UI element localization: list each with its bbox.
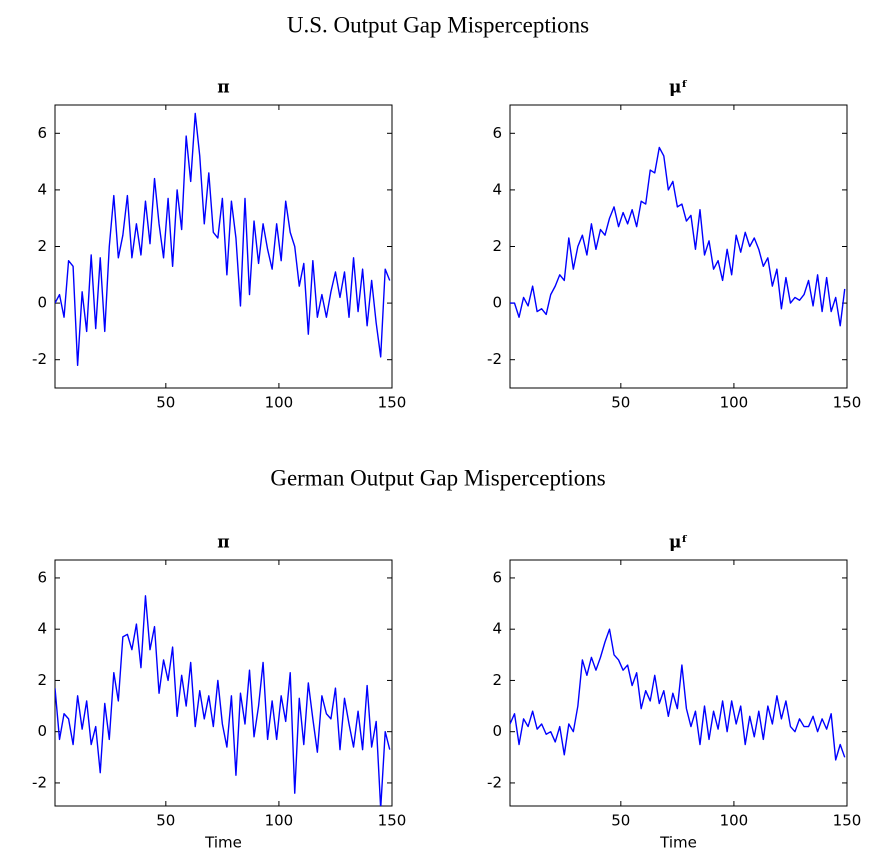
data-line bbox=[510, 146, 846, 327]
panel-title: μᶠ bbox=[669, 78, 688, 98]
x-tick-label: 150 bbox=[833, 394, 862, 412]
y-tick-label: -2 bbox=[32, 350, 47, 368]
y-tick-label: 2 bbox=[37, 237, 47, 255]
axes-box bbox=[54, 559, 393, 807]
y-tick-label: 0 bbox=[37, 722, 47, 740]
panel-title: μᶠ bbox=[669, 533, 688, 553]
y-tick-label: 0 bbox=[492, 294, 502, 312]
plot-area bbox=[510, 146, 846, 327]
section-heading: German Output Gap Misperceptions bbox=[270, 465, 605, 490]
x-tick-label: 50 bbox=[611, 812, 630, 830]
x-tick-label: 150 bbox=[378, 812, 407, 830]
y-tick-label: 2 bbox=[492, 237, 502, 255]
x-tick-label: 150 bbox=[378, 394, 407, 412]
x-tick-label: 100 bbox=[720, 812, 749, 830]
y-tick-label: 2 bbox=[37, 671, 47, 689]
x-tick-label: 100 bbox=[265, 812, 294, 830]
data-line bbox=[55, 595, 391, 806]
section-heading: U.S. Output Gap Misperceptions bbox=[287, 12, 589, 37]
x-tick-label: 100 bbox=[265, 394, 294, 412]
y-tick-label: 0 bbox=[37, 294, 47, 312]
x-axis-label: Time bbox=[204, 834, 242, 852]
y-tick-label: -2 bbox=[487, 773, 502, 791]
panel: π -2 0 2 4 6 50 100 150 bbox=[32, 78, 406, 412]
x-tick-label: 50 bbox=[156, 394, 175, 412]
y-tick-label: 0 bbox=[492, 722, 502, 740]
x-tick-label: 100 bbox=[720, 394, 749, 412]
axes-box bbox=[509, 559, 848, 807]
plot-area bbox=[55, 112, 391, 367]
axes-box bbox=[54, 104, 393, 389]
plot-area bbox=[510, 628, 846, 761]
y-tick-label: 4 bbox=[37, 620, 47, 638]
x-tick-label: 50 bbox=[611, 394, 630, 412]
y-tick-label: -2 bbox=[487, 350, 502, 368]
panel: μᶠ -2 0 2 4 6 50 100 150 bbox=[487, 78, 861, 412]
y-tick-label: 6 bbox=[37, 124, 47, 142]
panel: π -2 0 2 4 6 50 100 150 Time bbox=[32, 533, 406, 852]
panel: μᶠ -2 0 2 4 6 50 100 150 Time bbox=[487, 533, 861, 852]
y-tick-label: 6 bbox=[37, 568, 47, 586]
x-tick-label: 50 bbox=[156, 812, 175, 830]
plot-area bbox=[55, 595, 391, 806]
y-tick-label: 4 bbox=[492, 180, 502, 198]
panel-title: π bbox=[217, 533, 229, 553]
y-tick-label: -2 bbox=[32, 773, 47, 791]
axes-box bbox=[509, 104, 848, 389]
y-tick-label: 4 bbox=[37, 180, 47, 198]
data-line bbox=[55, 112, 391, 367]
x-tick-label: 150 bbox=[833, 812, 862, 830]
panel-title: π bbox=[217, 78, 229, 98]
y-tick-label: 6 bbox=[492, 568, 502, 586]
y-tick-label: 6 bbox=[492, 124, 502, 142]
x-axis-label: Time bbox=[659, 834, 697, 852]
y-tick-label: 4 bbox=[492, 620, 502, 638]
y-tick-label: 2 bbox=[492, 671, 502, 689]
data-line bbox=[510, 628, 846, 761]
